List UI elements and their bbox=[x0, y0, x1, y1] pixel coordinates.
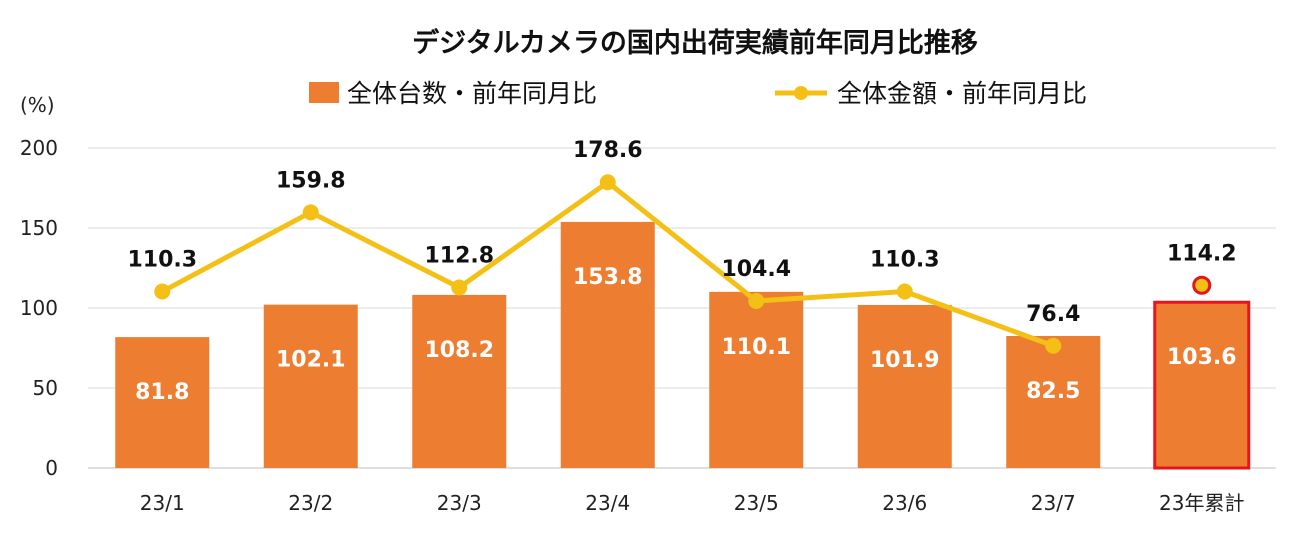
line-point bbox=[302, 204, 319, 221]
line-point bbox=[154, 283, 171, 300]
x-tick-label: 23/5 bbox=[734, 491, 779, 515]
line-data-labels: 110.3 159.8 112.8 178.6 104.4 110.3 76.4 114.2 bbox=[127, 138, 1236, 327]
bar bbox=[115, 337, 210, 468]
line-data-label: 114.2 bbox=[1167, 241, 1237, 266]
line-data-label: 110.3 bbox=[127, 248, 197, 273]
y-tick-label: 100 bbox=[20, 296, 58, 320]
y-axis-unit: (%) bbox=[20, 93, 55, 117]
line-point bbox=[896, 283, 913, 300]
bar-data-label: 153.8 bbox=[573, 265, 643, 290]
bar bbox=[263, 304, 358, 468]
y-tick-label: 200 bbox=[20, 136, 58, 160]
line-data-label: 110.3 bbox=[870, 248, 940, 273]
bar-data-label: 110.1 bbox=[721, 335, 791, 360]
line-point-highlighted bbox=[1192, 275, 1212, 295]
bar bbox=[857, 304, 952, 468]
bar-series bbox=[115, 221, 1251, 470]
x-tick-label: 23/2 bbox=[288, 491, 333, 515]
line-data-label: 112.8 bbox=[424, 244, 494, 269]
bar-data-label: 103.6 bbox=[1167, 345, 1237, 370]
x-tick-label: 23年累計 bbox=[1159, 491, 1244, 515]
bar bbox=[1006, 336, 1101, 468]
line-point bbox=[748, 292, 765, 309]
legend-label-amount: 全体金額・前年同月比 bbox=[837, 79, 1087, 108]
x-tick-label: 23/4 bbox=[585, 491, 630, 515]
chart-title: デジタルカメラの国内出荷実績前年同月比推移 bbox=[412, 27, 978, 59]
bar-data-label: 82.5 bbox=[1026, 379, 1080, 404]
bar-data-label: 102.1 bbox=[276, 348, 346, 373]
bar bbox=[412, 294, 507, 468]
legend-swatch-units bbox=[309, 82, 339, 103]
legend-label-units: 全体台数・前年同月比 bbox=[347, 79, 597, 108]
bar-highlighted bbox=[1153, 300, 1251, 470]
line-point bbox=[599, 174, 616, 191]
bar bbox=[560, 221, 655, 468]
line-point bbox=[1045, 337, 1062, 354]
x-tick-label: 23/7 bbox=[1031, 491, 1076, 515]
y-axis-ticks: 0 50 100 150 200 bbox=[20, 136, 58, 480]
line-data-label: 104.4 bbox=[721, 257, 791, 282]
legend: 全体台数・前年同月比 全体金額・前年同月比 bbox=[309, 79, 1087, 108]
line-data-label: 76.4 bbox=[1026, 302, 1080, 327]
bar-data-labels: 81.8 102.1 108.2 153.8 110.1 101.9 82.5 103.6 bbox=[135, 265, 1236, 405]
line-point bbox=[451, 279, 468, 296]
y-tick-label: 0 bbox=[45, 456, 58, 480]
x-tick-label: 23/1 bbox=[140, 491, 185, 515]
x-axis-ticks: 23/1 23/2 23/3 23/4 23/5 23/6 23/7 23年累計 bbox=[140, 491, 1245, 515]
x-tick-label: 23/3 bbox=[437, 491, 482, 515]
legend-marker-amount bbox=[794, 86, 808, 100]
bar-data-label: 108.2 bbox=[424, 338, 494, 363]
line-data-label: 178.6 bbox=[573, 138, 643, 163]
bar-data-label: 101.9 bbox=[870, 348, 940, 373]
line-data-label: 159.8 bbox=[276, 168, 346, 193]
x-tick-label: 23/6 bbox=[882, 491, 927, 515]
line-series bbox=[154, 174, 1212, 354]
bar bbox=[709, 291, 804, 468]
y-tick-label: 150 bbox=[20, 216, 58, 240]
bar-data-label: 81.8 bbox=[135, 380, 189, 405]
y-tick-label: 50 bbox=[33, 376, 58, 400]
